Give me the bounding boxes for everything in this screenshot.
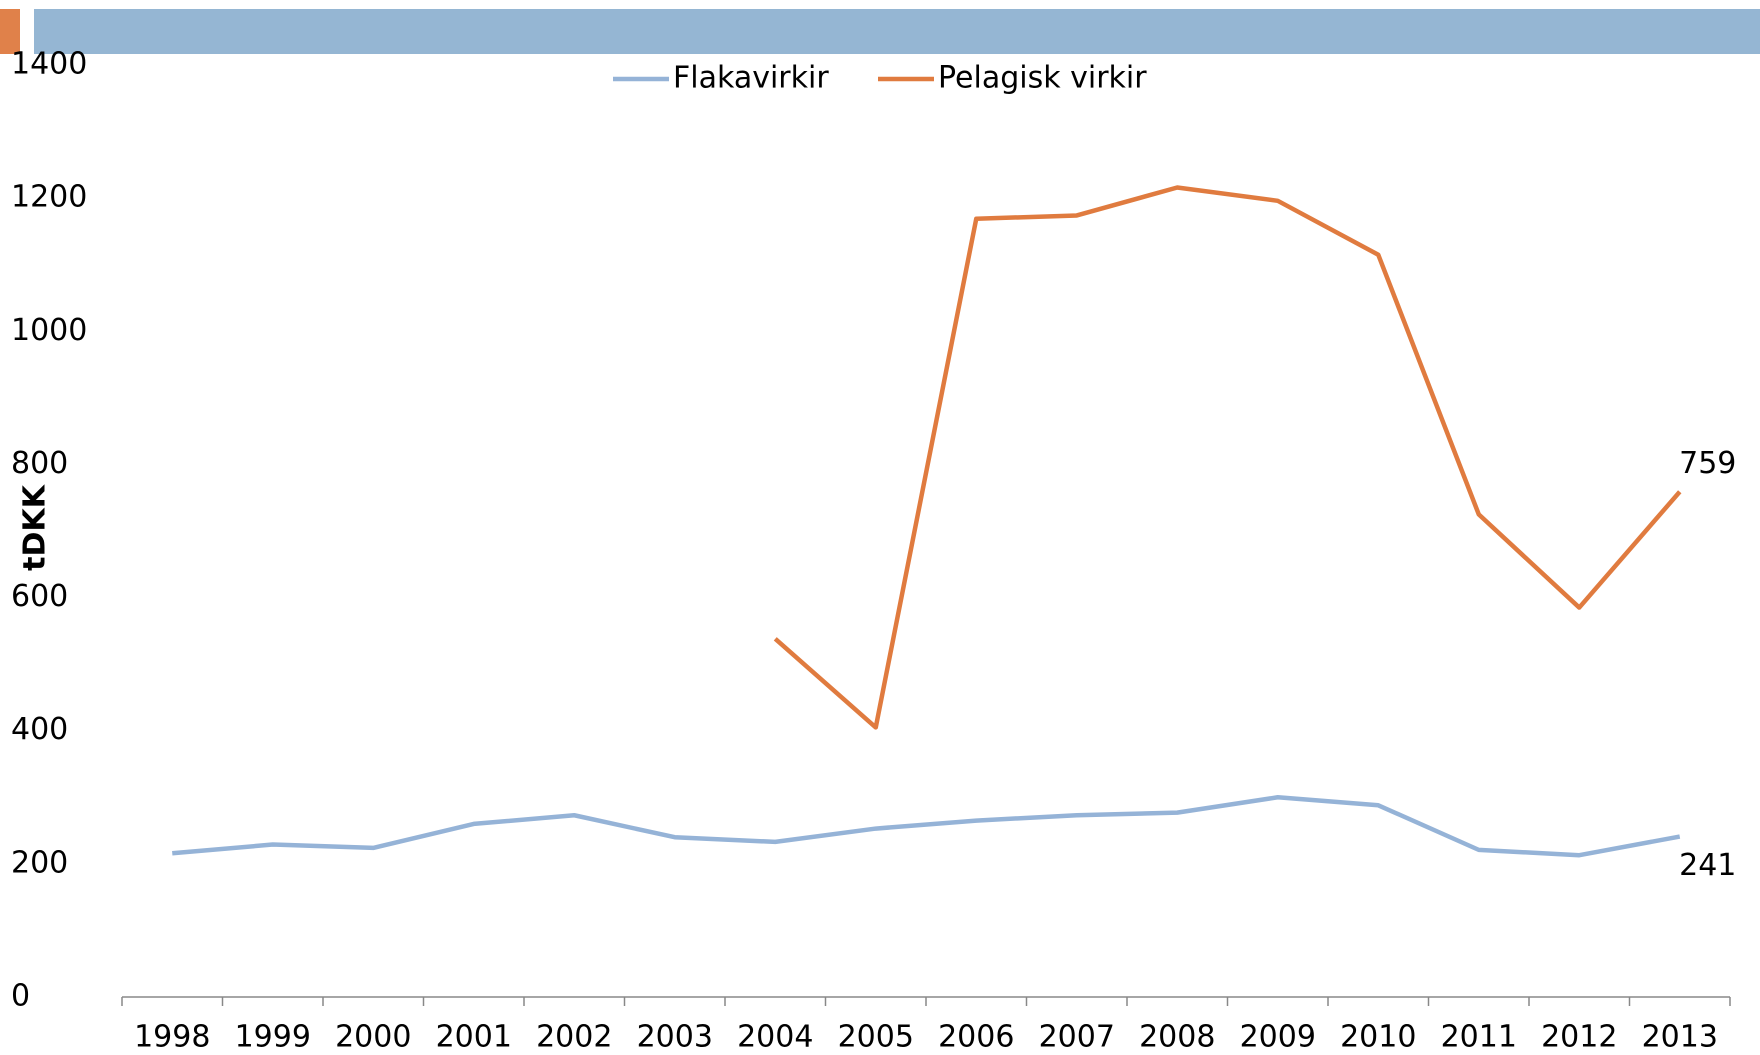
- x-tick-label: 2012: [1541, 1020, 1617, 1055]
- y-axis-label: tDKK: [18, 483, 53, 570]
- y-tick-label: 600: [11, 579, 68, 614]
- y-tick-label: 1200: [11, 180, 87, 215]
- series-line: [773, 185, 1682, 730]
- x-tick-label: 1998: [134, 1020, 210, 1055]
- x-tick-label: 2007: [1039, 1020, 1115, 1055]
- y-tick-label: 200: [11, 845, 68, 880]
- data-label: 759: [1679, 446, 1736, 481]
- x-tick-label: 2005: [838, 1020, 914, 1055]
- banner: [34, 9, 1760, 54]
- x-tick-label: 2003: [637, 1020, 713, 1055]
- x-tick-label: 2009: [1240, 1020, 1316, 1055]
- y-tick-label: 1400: [11, 47, 87, 82]
- x-tick-label: 2011: [1441, 1020, 1517, 1055]
- y-tick-label: 0: [11, 979, 30, 1014]
- x-tick-label: 2004: [737, 1020, 813, 1055]
- x-tick-label: 2001: [436, 1020, 512, 1055]
- legend-label: Flakavirkir: [673, 61, 829, 96]
- x-tick-label: 2002: [536, 1020, 612, 1055]
- x-tick-label: 2000: [335, 1020, 411, 1055]
- y-tick-label: 400: [11, 712, 68, 747]
- series-line: [172, 795, 1681, 858]
- y-tick-label: 800: [11, 446, 68, 481]
- x-tick-label: 2013: [1642, 1020, 1718, 1055]
- y-tick-label: 1000: [11, 313, 87, 348]
- x-tick-label: 2010: [1340, 1020, 1416, 1055]
- data-label: 241: [1679, 848, 1736, 883]
- x-tick-label: 1999: [235, 1020, 311, 1055]
- x-tick-label: 2006: [938, 1020, 1014, 1055]
- banner-accent: [0, 9, 20, 54]
- legend-label: Pelagisk virkir: [938, 61, 1147, 96]
- x-tick-label: 2008: [1139, 1020, 1215, 1055]
